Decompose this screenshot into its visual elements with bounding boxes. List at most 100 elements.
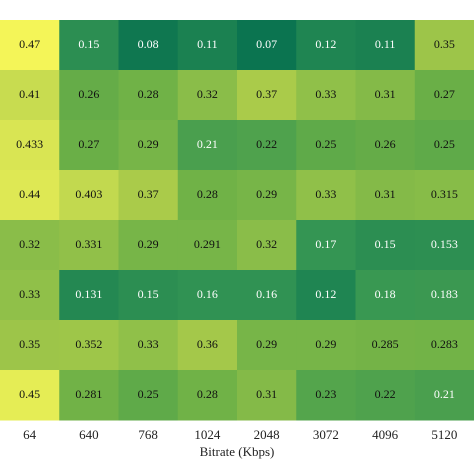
heat-cell — [0, 170, 60, 221]
heat-cell — [0, 270, 60, 321]
heat-cell — [59, 20, 119, 71]
heat-cell — [296, 370, 356, 421]
heat-cell — [177, 170, 238, 221]
heat-cell — [177, 270, 238, 321]
x-tick-label: 768 — [138, 427, 158, 442]
heat-cell — [414, 370, 474, 421]
cell-label: 0.27 — [78, 137, 99, 151]
heat-cell — [118, 320, 179, 371]
heat-cell — [355, 270, 416, 321]
heat-cell — [118, 270, 179, 321]
heat-cell — [355, 170, 416, 221]
cell-label: 0.291 — [194, 237, 221, 251]
heat-cell — [414, 120, 474, 171]
cell-label: 0.47 — [19, 37, 40, 51]
cell-label: 0.28 — [138, 87, 159, 101]
cell-label: 0.22 — [375, 387, 396, 401]
heat-cell — [177, 370, 238, 421]
x-tick-label: 4096 — [372, 427, 399, 442]
heat-cell — [118, 20, 179, 71]
heat-cell — [0, 220, 60, 271]
cell-label: 0.29 — [138, 137, 159, 151]
heat-cell — [118, 70, 179, 121]
cell-label: 0.35 — [19, 337, 40, 351]
cell-label: 0.31 — [375, 87, 396, 101]
heat-cell — [177, 20, 238, 71]
cell-label: 0.21 — [197, 137, 218, 151]
cell-label: 0.16 — [197, 287, 218, 301]
heat-cell — [177, 70, 238, 121]
heat-cell — [118, 120, 179, 171]
cell-label: 0.285 — [372, 337, 399, 351]
cell-label: 0.15 — [375, 237, 396, 251]
cell-label: 0.403 — [75, 187, 102, 201]
cell-label: 0.41 — [19, 87, 40, 101]
cell-label: 0.32 — [197, 87, 218, 101]
heat-cell — [0, 120, 60, 171]
x-axis-title: Bitrate (Kbps) — [200, 444, 275, 459]
cell-label: 0.12 — [315, 287, 336, 301]
cell-label: 0.35 — [434, 37, 455, 51]
x-tick-label: 2048 — [254, 427, 280, 442]
heat-cell — [414, 20, 474, 71]
heat-cell — [59, 320, 119, 371]
cell-label: 0.36 — [197, 337, 218, 351]
cell-label: 0.131 — [75, 287, 102, 301]
cell-label: 0.25 — [315, 137, 336, 151]
cell-label: 0.281 — [75, 387, 102, 401]
heat-cell — [237, 220, 297, 271]
heat-cell — [59, 170, 119, 221]
x-tick-label: 1024 — [194, 427, 221, 442]
cell-label: 0.21 — [434, 387, 455, 401]
heat-cell — [414, 220, 474, 271]
cell-label: 0.15 — [78, 37, 99, 51]
heat-cell — [237, 270, 297, 321]
heat-cell — [414, 170, 474, 221]
cell-label: 0.315 — [431, 187, 458, 201]
x-tick-label: 64 — [23, 427, 37, 442]
heat-cell — [355, 370, 416, 421]
heat-cell — [414, 320, 474, 371]
cell-label: 0.32 — [19, 237, 40, 251]
heat-cell — [414, 270, 474, 321]
cell-label: 0.11 — [375, 37, 396, 51]
cell-label: 0.45 — [19, 387, 40, 401]
cell-label: 0.153 — [431, 237, 458, 251]
heat-cell — [414, 70, 474, 121]
cell-label: 0.29 — [256, 337, 277, 351]
heat-cell — [237, 320, 297, 371]
cell-label: 0.29 — [256, 187, 277, 201]
heat-cell — [59, 370, 119, 421]
cell-label: 0.25 — [434, 137, 455, 151]
heat-cell — [0, 20, 60, 71]
heat-cell — [177, 220, 238, 271]
heat-cell — [296, 120, 356, 171]
cell-label: 0.33 — [19, 287, 40, 301]
cell-label: 0.31 — [256, 387, 277, 401]
heat-cell — [118, 220, 179, 271]
cell-label: 0.29 — [138, 237, 159, 251]
cell-label: 0.08 — [138, 37, 159, 51]
cell-label: 0.28 — [197, 387, 218, 401]
cell-label: 0.331 — [75, 237, 102, 251]
heat-cell — [237, 70, 297, 121]
cell-label: 0.31 — [375, 187, 396, 201]
heat-cell — [118, 370, 179, 421]
heat-cell — [237, 370, 297, 421]
cell-label: 0.44 — [19, 187, 40, 201]
heat-cell — [59, 270, 119, 321]
heat-cell — [237, 20, 297, 71]
heat-cell — [355, 20, 416, 71]
heat-cell — [355, 70, 416, 121]
cell-label: 0.12 — [315, 37, 336, 51]
heat-cell — [296, 70, 356, 121]
heat-cell — [177, 120, 238, 171]
cell-label: 0.352 — [75, 337, 102, 351]
cell-label: 0.11 — [197, 37, 218, 51]
cell-label: 0.25 — [138, 387, 159, 401]
heat-cell — [0, 70, 60, 121]
cell-label: 0.33 — [138, 337, 159, 351]
heat-cell — [296, 20, 356, 71]
cell-label: 0.33 — [315, 187, 336, 201]
heat-cell — [177, 320, 238, 371]
